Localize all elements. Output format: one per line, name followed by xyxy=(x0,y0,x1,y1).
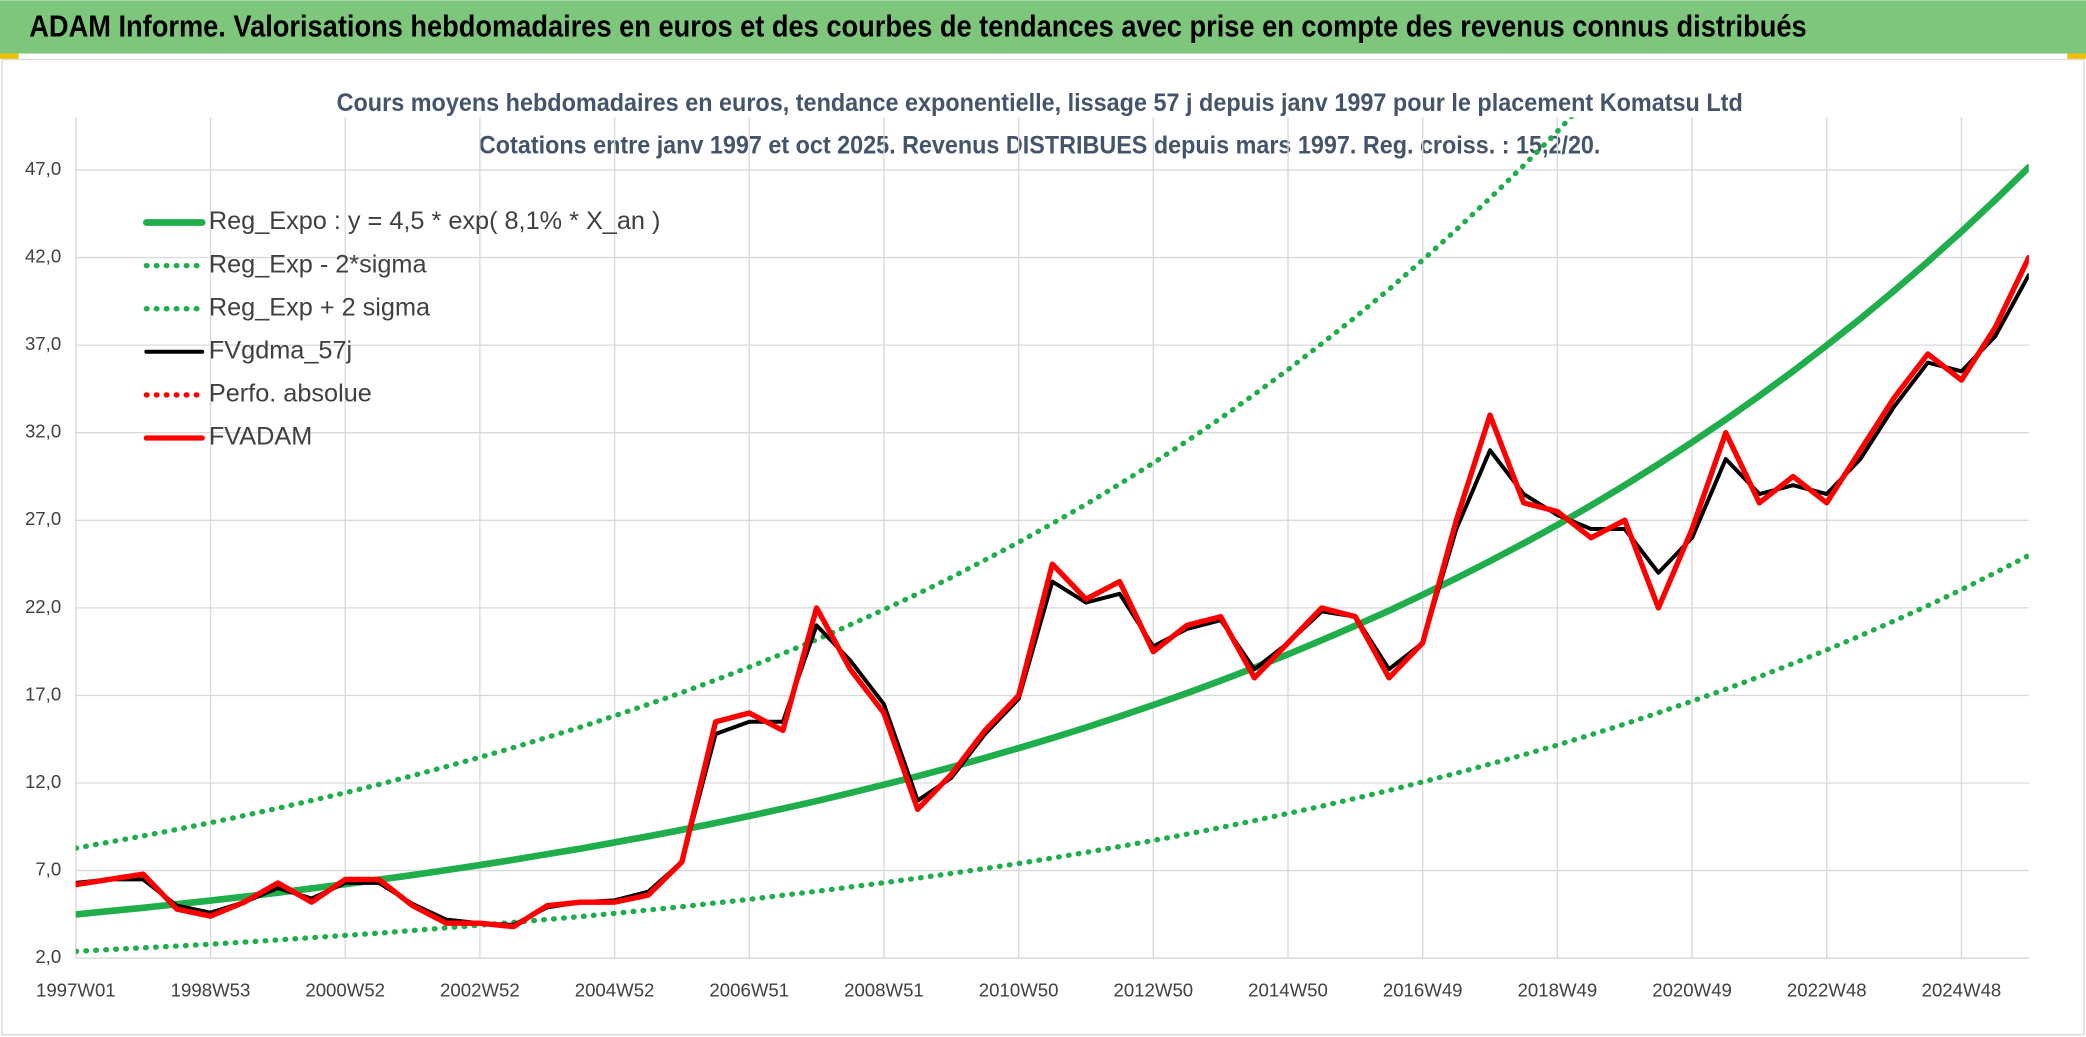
x-tick-label: 2012W50 xyxy=(1113,979,1193,1000)
series-line xyxy=(75,117,1575,851)
series-line xyxy=(75,163,2029,918)
legend-label: FVgdma_57j xyxy=(209,336,352,364)
y-tick-label: 37,0 xyxy=(25,333,61,354)
x-tick-label: 2004W52 xyxy=(575,979,655,1000)
x-tick-label: 2018W49 xyxy=(1518,979,1598,1000)
x-tick-label: 2010W50 xyxy=(979,979,1059,1000)
header-bar xyxy=(0,0,2086,54)
x-tick-label: 2008W51 xyxy=(844,979,924,1000)
chart-subtitle: Cotations entre janv 1997 et oct 2025. R… xyxy=(479,131,1600,159)
legend: Reg_Expo : y = 4,5 * exp( 8,1% * X_an ) R… xyxy=(143,207,661,451)
y-tick-label: 47,0 xyxy=(25,158,61,179)
y-tick-label: 17,0 xyxy=(25,683,61,704)
header-title: ADAM Informe. Valorisations hebdomadaire… xyxy=(29,9,1806,43)
x-tick-label: 2020W49 xyxy=(1652,979,1732,1000)
corner-mark xyxy=(2067,53,2086,59)
series-line xyxy=(75,254,2029,930)
legend-label: Reg_Expo : y = 4,5 * exp( 8,1% * X_an ) xyxy=(209,207,661,235)
x-tick-label: 2000W52 xyxy=(305,979,385,1000)
series-line xyxy=(75,552,2029,955)
x-tick-label: 2002W52 xyxy=(440,979,520,1000)
y-tick-label: 42,0 xyxy=(25,245,61,266)
chart-title: Cours moyens hebdomadaires en euros, ten… xyxy=(337,89,1743,117)
series-line xyxy=(75,273,2029,927)
x-tick-label: 1998W53 xyxy=(171,979,251,1000)
grid: 2,0 7,0 12,0 17,0 22,0 27,0 32,0 37,0 42,0 47,0 19… xyxy=(25,117,2029,1000)
x-tick-label: 2016W49 xyxy=(1383,979,1463,1000)
y-tick-label: 7,0 xyxy=(35,859,61,880)
x-tick-label: 2022W48 xyxy=(1787,979,1867,1000)
y-tick-label: 2,0 xyxy=(35,946,61,967)
legend-label: FVADAM xyxy=(209,423,312,451)
plot-lines xyxy=(75,117,2029,955)
series-line xyxy=(75,254,2029,930)
corner-mark xyxy=(0,53,19,59)
legend-label: Perfo. absolue xyxy=(209,380,372,408)
y-tick-label: 32,0 xyxy=(25,421,61,442)
y-tick-label: 27,0 xyxy=(25,508,61,529)
legend-label: Reg_Exp + 2 sigma xyxy=(209,293,431,321)
y-tick-label: 12,0 xyxy=(25,771,61,792)
x-tick-label: 1997W01 xyxy=(36,979,116,1000)
y-tick-label: 22,0 xyxy=(25,596,61,617)
x-tick-label: 2024W48 xyxy=(1922,979,2002,1000)
chart-border xyxy=(1,58,2085,1036)
x-tick-label: 2014W50 xyxy=(1248,979,1328,1000)
x-tick-label: 2006W51 xyxy=(709,979,789,1000)
legend-label: Reg_Exp - 2*sigma xyxy=(209,250,428,278)
